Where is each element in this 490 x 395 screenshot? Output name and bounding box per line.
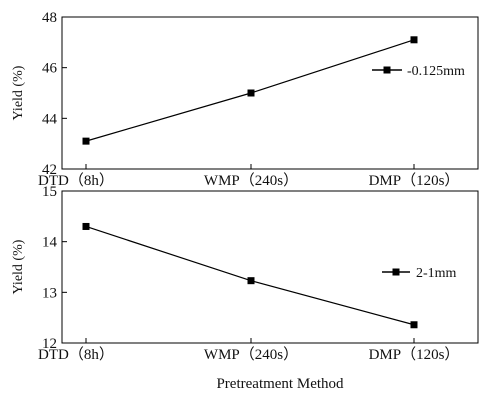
y-tick-label: 46 — [42, 61, 58, 77]
series-line — [85, 225, 415, 326]
x-tick-label: WMP（240s） — [204, 172, 298, 189]
y-tick-label: 14 — [42, 235, 58, 251]
data-point-marker — [82, 222, 90, 230]
data-point-marker — [247, 277, 255, 285]
y-tick-label: 12 — [42, 336, 57, 352]
data-point-marker — [410, 36, 418, 44]
y-tick-label: 15 — [42, 184, 57, 200]
data-point-marker — [82, 137, 90, 145]
plot-frame-1 — [61, 16, 479, 170]
legend-marker — [383, 66, 391, 74]
x-tick-label: DMP（120s） — [369, 172, 460, 189]
x-tick-label: WMP（240s） — [204, 346, 298, 363]
legend-marker — [392, 268, 400, 276]
x-axis-label: Pretreatment Method — [216, 376, 344, 392]
data-point-marker — [247, 89, 255, 97]
legend-label: 2-1mm — [416, 266, 457, 281]
x-tick-label: DTD（8h） — [38, 346, 114, 363]
y-tick-label: 42 — [42, 162, 57, 178]
x-tick-label: DMP（120s） — [369, 346, 460, 363]
y-tick-label: 44 — [42, 111, 58, 127]
plot-frame-2 — [61, 190, 479, 344]
legend-label: -0.125mm — [407, 64, 465, 79]
data-point-marker — [410, 321, 418, 329]
y-axis-label: Yield (%) — [11, 239, 26, 294]
y-tick-label: 13 — [42, 285, 57, 301]
y-axis-label: Yield (%) — [11, 65, 26, 120]
y-tick-label: 48 — [42, 10, 57, 26]
x-tick-label: DTD（8h） — [38, 172, 114, 189]
